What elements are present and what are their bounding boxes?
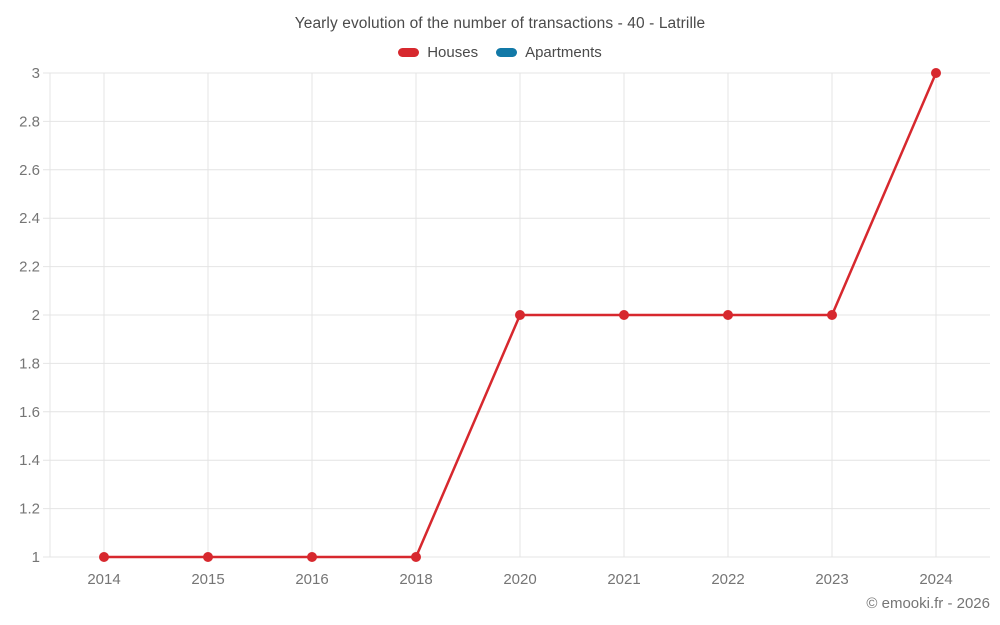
x-tick-label: 2016 <box>295 571 328 588</box>
x-tick-label: 2022 <box>711 571 744 588</box>
legend-item-apartments[interactable]: Apartments <box>496 44 602 61</box>
x-tick-label: 2024 <box>919 571 952 588</box>
data-point-houses-2020[interactable] <box>515 310 525 320</box>
data-point-houses-2023[interactable] <box>827 310 837 320</box>
x-tick-label: 2023 <box>815 571 848 588</box>
y-tick-label: 2.2 <box>19 259 40 276</box>
x-tick-label: 2018 <box>399 571 432 588</box>
copyright-footer: © emooki.fr - 2026 <box>866 595 990 612</box>
data-point-houses-2021[interactable] <box>619 310 629 320</box>
legend-label-houses: Houses <box>427 44 479 61</box>
data-point-houses-2014[interactable] <box>99 552 109 562</box>
data-point-houses-2024[interactable] <box>931 68 941 78</box>
y-tick-label: 1.2 <box>19 501 40 518</box>
x-tick-label: 2020 <box>503 571 536 588</box>
x-tick-label: 2014 <box>87 571 120 588</box>
x-tick-label: 2015 <box>191 571 224 588</box>
y-tick-label: 1.4 <box>19 452 40 469</box>
y-tick-label: 3 <box>32 65 40 82</box>
y-tick-label: 1.6 <box>19 404 40 421</box>
y-tick-label: 2.6 <box>19 162 40 179</box>
y-tick-label: 1.8 <box>19 355 40 372</box>
legend-item-houses[interactable]: Houses <box>398 44 478 61</box>
data-point-houses-2022[interactable] <box>723 310 733 320</box>
y-tick-label: 2.8 <box>19 113 40 130</box>
chart-legend: Houses Apartments <box>0 44 1000 61</box>
y-tick-label: 2 <box>32 307 40 324</box>
data-point-houses-2018[interactable] <box>411 552 421 562</box>
data-point-houses-2016[interactable] <box>307 552 317 562</box>
y-tick-label: 2.4 <box>19 210 40 227</box>
legend-marker-apartments <box>496 48 518 57</box>
y-tick-label: 1 <box>32 549 40 566</box>
legend-marker-houses <box>398 48 420 57</box>
chart-title: Yearly evolution of the number of transa… <box>294 15 706 32</box>
x-tick-label: 2021 <box>607 571 640 588</box>
data-point-houses-2015[interactable] <box>203 552 213 562</box>
legend-label-apartments: Apartments <box>525 44 602 61</box>
